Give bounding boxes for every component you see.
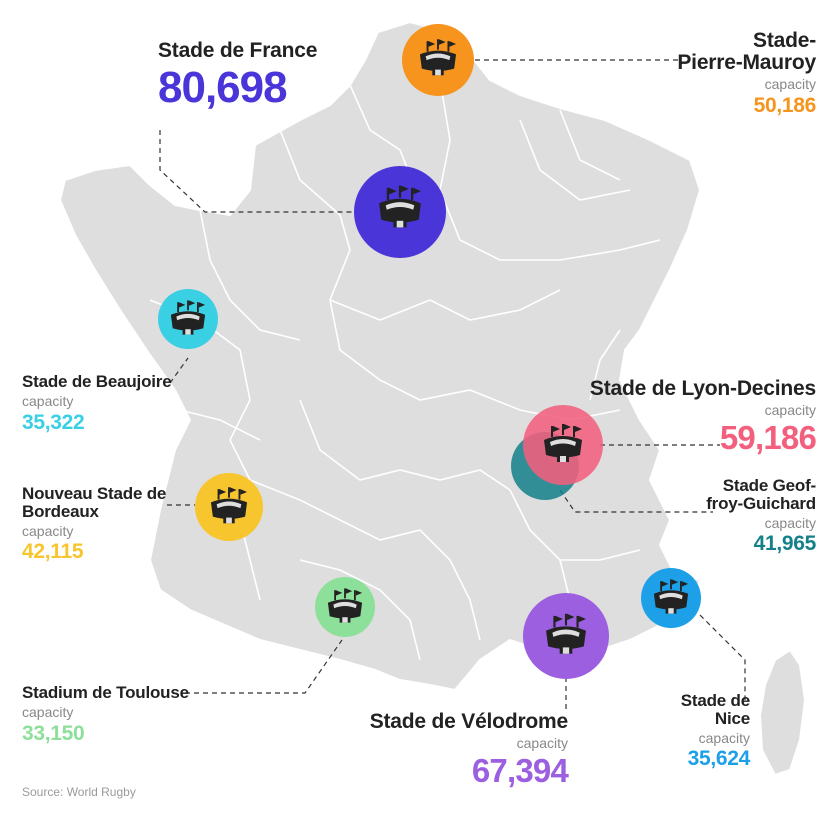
stadium-name-line2: Bordeaux <box>22 501 99 521</box>
label-stade-de-lyon-decines: Stade de Lyon-Decines capacity 59,186 <box>589 377 817 456</box>
label-stade-de-france: Stade de France 80,698 <box>158 39 318 113</box>
capacity-label: capacity <box>698 729 750 746</box>
corsica <box>758 648 807 777</box>
stadium-name: Stadium de Toulouse <box>22 683 189 702</box>
region-borders <box>149 79 661 661</box>
stadium-name-line2: Nice <box>714 708 750 728</box>
capacity-label: capacity <box>764 402 816 419</box>
stadium-capacity-value: 67,394 <box>471 751 569 789</box>
stadium-marker-lille[interactable] <box>402 24 474 96</box>
stadium-capacity-value: 80,698 <box>158 63 288 113</box>
stadium-name-line1: Nouveau Stade de <box>22 484 167 503</box>
stadium-capacity-value: 50,186 <box>753 93 817 117</box>
stadium-capacity-value: 33,150 <box>22 721 85 745</box>
stadium-name: Stade de France <box>158 39 318 62</box>
stadium-marker-nantes[interactable] <box>158 289 218 349</box>
stadium-marker-bordeaux[interactable] <box>195 473 263 541</box>
stadium-name-line2: Pierre-Mauroy <box>677 51 816 75</box>
stadium-marker-lyon[interactable] <box>523 405 603 485</box>
stadium-marker-nice[interactable] <box>641 568 701 628</box>
label-stade-de-velodrome: Stade de Vélodrome capacity 67,394 <box>369 710 569 789</box>
label-stadium-de-toulouse: Stadium de Toulouse capacity 33,150 <box>22 684 189 745</box>
label-nouveau-stade-de-bordeaux: Nouveau Stade de Bordeaux capacity 42,11… <box>22 485 166 563</box>
stadium-name: Stade de Lyon-Decines <box>589 377 816 400</box>
stadium-capacity-value: 42,115 <box>22 540 84 564</box>
stadium-name-line2: froy-Guichard <box>706 493 816 513</box>
label-stade-de-beaujoire: Stade de Beaujoire capacity 35,322 <box>22 372 172 434</box>
stadium-name-line1: Stade de <box>680 691 750 710</box>
stadium-capacity-value: 59,186 <box>719 418 817 456</box>
stadium-name-line1: Stade- <box>753 29 816 52</box>
stadium-name: Stade de Vélodrome <box>369 710 568 733</box>
label-stade-de-nice: Stade de Nice capacity 35,624 <box>680 691 751 771</box>
stadium-capacity-value: 35,624 <box>687 747 751 771</box>
stadium-marker-marseille[interactable] <box>523 593 609 679</box>
connector-lines <box>159 59 746 710</box>
stadium-name: Stade de Beaujoire <box>22 372 172 391</box>
capacity-label: capacity <box>22 522 74 539</box>
source-note: Source: World Rugby <box>22 785 136 799</box>
stadium-capacity-value: 41,965 <box>753 532 817 556</box>
capacity-label: capacity <box>22 392 74 409</box>
label-stade-geoffroy-guichard: Stade Geof- froy-Guichard capacity 41,96… <box>706 477 816 555</box>
capacity-label: capacity <box>764 76 816 93</box>
stadium-name-line1: Stade Geof- <box>722 476 816 495</box>
label-stade-pierre-mauroy: Stade- Pierre-Mauroy capacity 50,186 <box>677 29 817 117</box>
capacity-label: capacity <box>764 514 816 531</box>
stadium-capacity-value: 35,322 <box>22 410 85 434</box>
capacity-label: capacity <box>22 703 74 720</box>
capacity-label: capacity <box>516 735 568 752</box>
stadium-marker-toulouse[interactable] <box>315 577 375 637</box>
stadium-marker-france[interactable] <box>354 166 446 258</box>
